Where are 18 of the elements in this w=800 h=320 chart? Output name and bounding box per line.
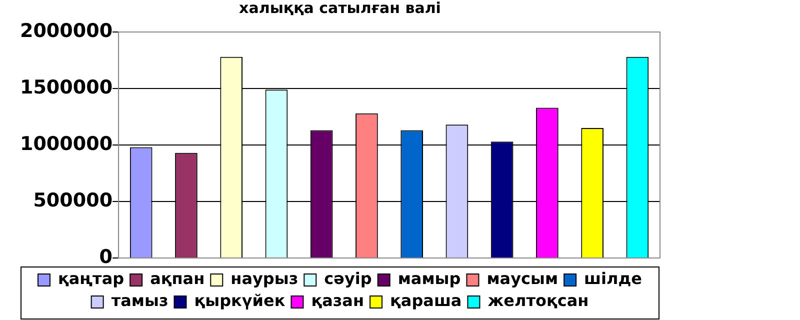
legend-label: қазан [311,291,364,310]
legend-label: желтоқсан [488,291,589,310]
legend-label: мамыр [398,269,461,288]
legend-label: шілде [584,269,642,288]
legend-label: ақпан [150,269,205,288]
chart-title: халыққа сатылған валі [239,0,441,17]
legend-label: қыркүйек [194,291,286,310]
legend-label: қаңтар [58,269,124,288]
legend-label: наурыз [230,269,298,288]
y-tick-label: 500000 [33,189,113,212]
legend-label: сәуір [324,269,372,288]
y-tick-label: 1500000 [20,76,113,98]
legend-label: қараша [390,291,462,310]
y-tick-label: 1000000 [20,132,113,155]
legend-label: тамыз [111,291,168,310]
y-tick-label: 0 [99,246,113,268]
legend-label: маусым [486,269,558,288]
y-tick-label: 2000000 [20,20,113,42]
